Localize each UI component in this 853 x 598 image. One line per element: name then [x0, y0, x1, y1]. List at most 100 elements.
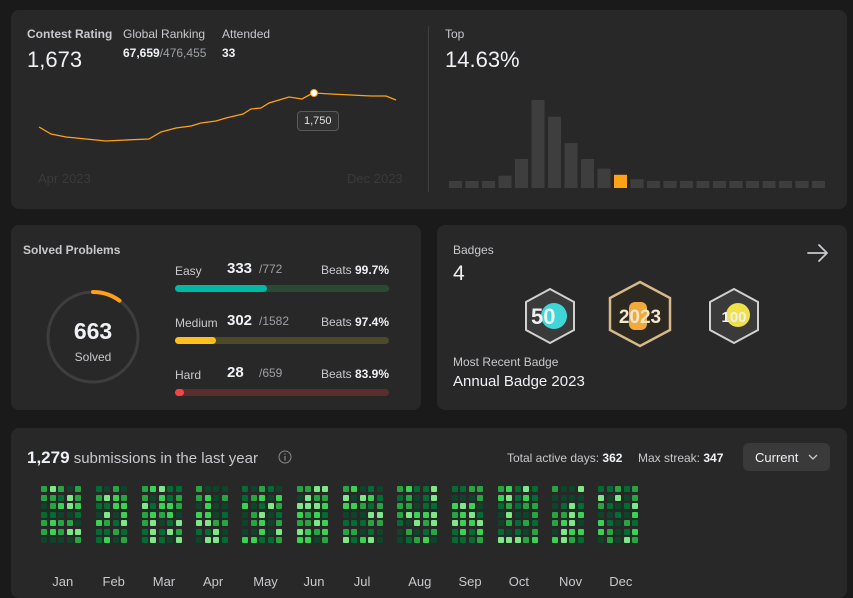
heatmap-cell[interactable]	[95, 537, 102, 543]
heatmap-cell[interactable]	[376, 494, 383, 501]
heatmap-cell[interactable]	[75, 494, 81, 501]
heatmap-cell[interactable]	[422, 537, 429, 543]
heatmap-cell[interactable]	[66, 494, 73, 501]
heatmap-cell[interactable]	[523, 537, 529, 543]
heatmap-cell[interactable]	[514, 520, 521, 526]
100-days-badge-icon[interactable]: 100	[707, 287, 761, 345]
heatmap-cell[interactable]	[606, 503, 613, 509]
heatmap-cell[interactable]	[376, 503, 383, 509]
heatmap-cell[interactable]	[112, 503, 119, 509]
heatmap-cell[interactable]	[569, 511, 575, 518]
heatmap-cell[interactable]	[167, 486, 173, 492]
heatmap-cell[interactable]	[497, 486, 504, 492]
heatmap-cell[interactable]	[95, 520, 102, 526]
heatmap-cell[interactable]	[313, 528, 320, 535]
heatmap-cell[interactable]	[250, 494, 257, 501]
heatmap-cell[interactable]	[121, 537, 127, 543]
heatmap-cell[interactable]	[141, 494, 148, 501]
heatmap-cell[interactable]	[75, 486, 81, 492]
heatmap-cell[interactable]	[267, 486, 274, 492]
annual-2023-badge-icon[interactable]: 2023	[607, 280, 673, 348]
heatmap-cell[interactable]	[632, 537, 638, 543]
heatmap-cell[interactable]	[250, 528, 257, 535]
heatmap-cell[interactable]	[632, 486, 638, 492]
heatmap-cell[interactable]	[167, 503, 173, 509]
heatmap-cell[interactable]	[95, 503, 102, 509]
heatmap-cell[interactable]	[405, 528, 412, 535]
heatmap-cell[interactable]	[397, 511, 403, 518]
heatmap-cell[interactable]	[158, 503, 165, 509]
heatmap-cell[interactable]	[422, 511, 429, 518]
heatmap-cell[interactable]	[514, 494, 521, 501]
heatmap-cell[interactable]	[460, 528, 466, 535]
heatmap-cell[interactable]	[451, 503, 458, 509]
heatmap-cell[interactable]	[397, 537, 403, 543]
heatmap-cell[interactable]	[259, 537, 265, 543]
heatmap-cell[interactable]	[351, 537, 357, 543]
heatmap-cell[interactable]	[121, 511, 127, 518]
heatmap-cell[interactable]	[158, 486, 165, 492]
heatmap-cell[interactable]	[242, 511, 248, 518]
heatmap-cell[interactable]	[322, 537, 328, 543]
heatmap-cell[interactable]	[414, 494, 420, 501]
period-dropdown[interactable]: Current	[743, 443, 830, 471]
heatmap-cell[interactable]	[431, 486, 437, 492]
heatmap-cell[interactable]	[121, 486, 127, 492]
heatmap-cell[interactable]	[242, 486, 248, 492]
heatmap-cell[interactable]	[342, 511, 349, 518]
heatmap-cell[interactable]	[242, 494, 248, 501]
heatmap-cell[interactable]	[514, 511, 521, 518]
heatmap-cell[interactable]	[368, 486, 374, 492]
heatmap-cell[interactable]	[66, 486, 73, 492]
heatmap-cell[interactable]	[506, 528, 512, 535]
heatmap-cell[interactable]	[560, 511, 567, 518]
heatmap-cell[interactable]	[451, 511, 458, 518]
heatmap-cell[interactable]	[477, 511, 483, 518]
heatmap-cell[interactable]	[414, 537, 420, 543]
heatmap-cell[interactable]	[104, 503, 110, 509]
heatmap-cell[interactable]	[531, 528, 538, 535]
heatmap-cell[interactable]	[342, 537, 349, 543]
heatmap-cell[interactable]	[506, 494, 512, 501]
heatmap-cell[interactable]	[75, 503, 81, 509]
heatmap-cell[interactable]	[158, 511, 165, 518]
heatmap-cell[interactable]	[560, 503, 567, 509]
heatmap-cell[interactable]	[41, 494, 47, 501]
heatmap-cell[interactable]	[422, 503, 429, 509]
heatmap-cell[interactable]	[221, 528, 228, 535]
heatmap-cell[interactable]	[615, 537, 621, 543]
heatmap-cell[interactable]	[351, 503, 357, 509]
heatmap-cell[interactable]	[175, 520, 182, 526]
heatmap-cell[interactable]	[58, 503, 64, 509]
heatmap-cell[interactable]	[49, 503, 56, 509]
heatmap-cell[interactable]	[451, 520, 458, 526]
heatmap-cell[interactable]	[497, 503, 504, 509]
heatmap-cell[interactable]	[75, 520, 81, 526]
heatmap-cell[interactable]	[213, 503, 219, 509]
arrow-right-icon[interactable]	[807, 244, 829, 262]
heatmap-cell[interactable]	[141, 503, 148, 509]
heatmap-cell[interactable]	[506, 520, 512, 526]
heatmap-cell[interactable]	[606, 520, 613, 526]
heatmap-cell[interactable]	[313, 520, 320, 526]
submission-heatmap[interactable]	[11, 428, 847, 588]
heatmap-cell[interactable]	[313, 537, 320, 543]
heatmap-cell[interactable]	[460, 520, 466, 526]
heatmap-cell[interactable]	[250, 537, 257, 543]
difficulty-row-medium[interactable]: Medium 302 /1582 Beats 97.4%	[175, 312, 389, 347]
heatmap-cell[interactable]	[221, 511, 228, 518]
heatmap-cell[interactable]	[615, 494, 621, 501]
heatmap-cell[interactable]	[606, 494, 613, 501]
heatmap-cell[interactable]	[531, 503, 538, 509]
heatmap-cell[interactable]	[196, 520, 202, 526]
heatmap-cell[interactable]	[95, 528, 102, 535]
heatmap-cell[interactable]	[431, 511, 437, 518]
heatmap-cell[interactable]	[414, 528, 420, 535]
heatmap-cell[interactable]	[49, 528, 56, 535]
heatmap-cell[interactable]	[66, 511, 73, 518]
heatmap-cell[interactable]	[552, 528, 558, 535]
heatmap-cell[interactable]	[322, 520, 328, 526]
heatmap-cell[interactable]	[606, 511, 613, 518]
50-days-badge-icon[interactable]: 50	[523, 287, 577, 345]
heatmap-cell[interactable]	[552, 486, 558, 492]
